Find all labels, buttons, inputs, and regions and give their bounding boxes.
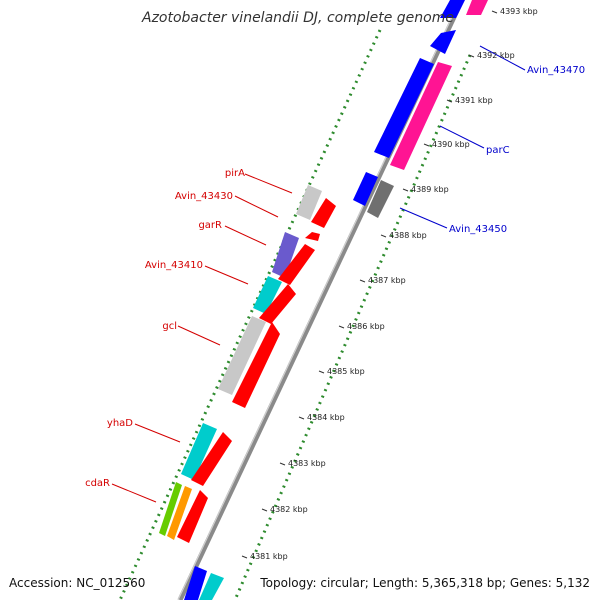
- gene-label-parC[interactable]: parC: [486, 145, 510, 156]
- tick-mark: [380, 234, 387, 238]
- tick-labels: 4381 kbp 4382 kbp 4383 kbp 4384 kbp 4385…: [250, 7, 538, 561]
- gene-label-avin43430[interactable]: Avin_43430: [175, 191, 233, 202]
- tick-mark: [338, 325, 345, 329]
- map-title: Azotobacter vinelandii DJ, complete geno…: [141, 10, 454, 26]
- cds-cdaR-green[interactable]: [159, 482, 182, 536]
- cds-cdaR-red[interactable]: [177, 490, 208, 543]
- cds-avin43410-cyan[interactable]: [253, 276, 282, 314]
- tick-label-4382: 4382 kbp: [270, 505, 308, 514]
- tick-mark: [279, 462, 286, 466]
- tick-label-4385: 4385 kbp: [327, 367, 365, 376]
- cds-garR-red[interactable]: [278, 244, 315, 285]
- tick-marks: [241, 10, 498, 559]
- reverse-gene-labels: pirA Avin_43430 garR Avin_43410 gcl yhaD…: [85, 168, 245, 489]
- tick-mark: [491, 10, 498, 14]
- cds-gcl-grey[interactable]: [218, 316, 266, 395]
- cds-yhaD-cyan[interactable]: [181, 423, 217, 480]
- gene-label-cdaR[interactable]: cdaR: [85, 478, 110, 489]
- cds-top-pink[interactable]: [466, 0, 488, 15]
- gene-label-avin43410[interactable]: Avin_43410: [145, 260, 203, 271]
- cds-bottom-cyan[interactable]: [199, 573, 224, 600]
- cds-garR-red-small[interactable]: [305, 232, 320, 241]
- cds-avin43450-grey[interactable]: [367, 180, 394, 218]
- gene-label-gcl[interactable]: gcl: [162, 321, 177, 332]
- tick-label-4383: 4383 kbp: [288, 459, 326, 468]
- cds-yhaD-red[interactable]: [191, 432, 232, 486]
- cds-gcl-red[interactable]: [232, 322, 280, 408]
- tick-label-4386: 4386 kbp: [347, 322, 385, 331]
- tick-label-4392: 4392 kbp: [477, 51, 515, 60]
- footer-accession: Accession: NC_012560: [9, 576, 145, 590]
- cds-avin43410-red[interactable]: [259, 284, 296, 324]
- reverse-label-leaders: [111, 173, 293, 503]
- tick-mark: [402, 188, 409, 192]
- gene-label-avin43450[interactable]: Avin_43450: [449, 224, 507, 235]
- tick-label-4393: 4393 kbp: [500, 7, 538, 16]
- cds-parC-pink[interactable]: [390, 62, 452, 170]
- gene-label-garR[interactable]: garR: [198, 220, 222, 231]
- gc-dots-inner-right: [233, 54, 472, 600]
- footer-summary: Topology: circular; Length: 5,365,318 bp…: [259, 576, 590, 590]
- tick-mark: [241, 555, 248, 559]
- reverse-cds-track: [159, 185, 336, 543]
- tick-label-4387: 4387 kbp: [368, 276, 406, 285]
- cds-parC-blue-1[interactable]: [374, 58, 434, 158]
- tick-mark: [423, 143, 430, 147]
- cds-garR-purple[interactable]: [272, 232, 299, 278]
- cds-cdaR-orange[interactable]: [167, 486, 192, 540]
- cds-avin43430-red[interactable]: [311, 198, 336, 228]
- tick-label-4389: 4389 kbp: [411, 185, 449, 194]
- forward-cds-track: [184, 0, 488, 600]
- tick-mark: [298, 416, 305, 420]
- gc-dots-outer-left: [118, 29, 382, 600]
- tick-label-4381: 4381 kbp: [250, 552, 288, 561]
- forward-gene-labels: Avin_43470 parC Avin_43450: [449, 65, 585, 235]
- tick-label-4390: 4390 kbp: [432, 140, 470, 149]
- tick-mark: [446, 99, 453, 103]
- forward-label-leaders: [399, 45, 526, 229]
- tick-mark: [468, 54, 475, 58]
- cds-top-blue[interactable]: [440, 0, 465, 18]
- gene-label-avin43470[interactable]: Avin_43470: [527, 65, 585, 76]
- cds-pirA-grey[interactable]: [296, 185, 322, 220]
- tick-label-4388: 4388 kbp: [389, 231, 427, 240]
- tick-mark: [359, 279, 366, 283]
- tick-label-4384: 4384 kbp: [307, 413, 345, 422]
- cds-avin43470-blue[interactable]: [430, 30, 456, 54]
- gene-label-pirA[interactable]: pirA: [225, 168, 245, 179]
- tick-label-4391: 4391 kbp: [455, 96, 493, 105]
- tick-mark: [318, 370, 325, 374]
- cds-bottom-blue[interactable]: [184, 566, 207, 600]
- tick-mark: [261, 508, 268, 512]
- gene-label-yhaD[interactable]: yhaD: [107, 418, 133, 429]
- cds-avin43450-blue[interactable]: [353, 172, 378, 206]
